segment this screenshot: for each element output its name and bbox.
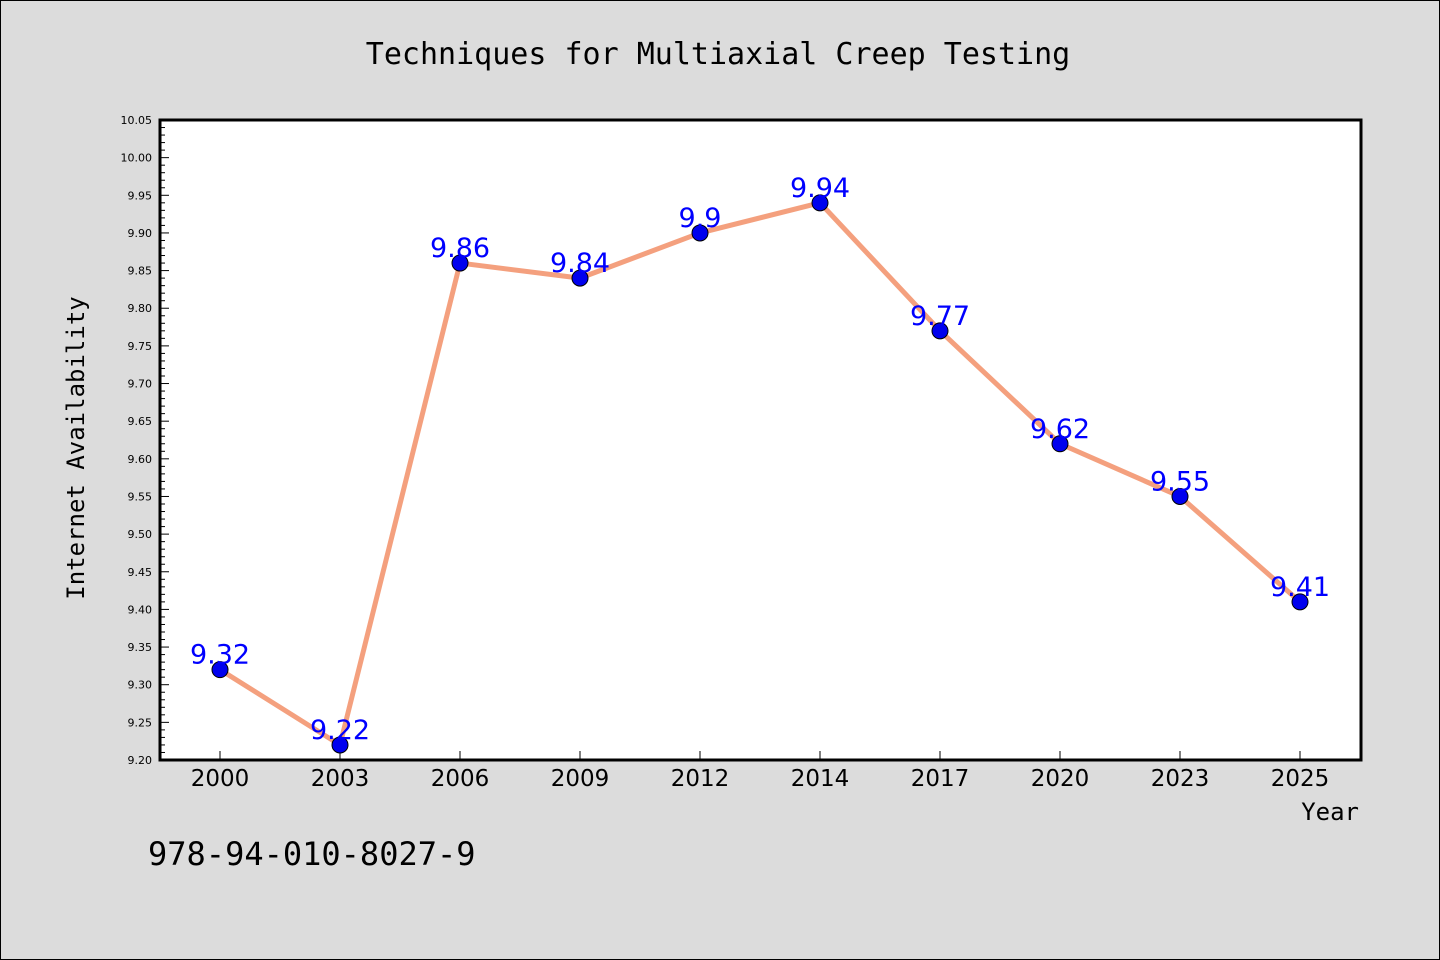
y-tick-label: 10.00 xyxy=(121,152,153,165)
y-tick-label: 9.35 xyxy=(128,641,153,654)
data-point xyxy=(691,224,709,242)
x-tick-label: 2003 xyxy=(311,766,370,792)
data-point xyxy=(451,254,469,272)
x-tick-label: 2023 xyxy=(1151,766,1210,792)
y-tick-label: 9.30 xyxy=(128,679,153,692)
y-tick-label: 9.40 xyxy=(128,603,153,616)
plot-area xyxy=(160,120,1361,760)
data-label: 9.22 xyxy=(310,715,370,746)
x-tick-label: 2020 xyxy=(1031,766,1090,792)
x-tick-label: 2017 xyxy=(911,766,970,792)
y-axis-ticks: 9.20 9.25 9.30 9.35 9.40 9.45 9.50 9.55 9.60 9.65… xyxy=(121,114,169,767)
y-tick-label: 9.50 xyxy=(128,528,153,541)
y-tick-label: 9.80 xyxy=(128,302,153,315)
y-tick-label: 9.45 xyxy=(128,566,153,579)
x-tick-label: 2025 xyxy=(1271,766,1330,792)
data-label: 9.86 xyxy=(430,233,490,264)
data-point xyxy=(571,269,589,287)
data-label: 9.84 xyxy=(550,248,610,279)
y-tick-label: 9.95 xyxy=(128,189,153,202)
data-label: 9.94 xyxy=(790,173,850,204)
isbn-annotation: 978-94-010-8027-9 xyxy=(148,835,476,873)
series-markers xyxy=(211,194,1309,754)
data-label: 9.9 xyxy=(679,203,722,234)
x-tick-label: 2006 xyxy=(431,766,490,792)
data-point xyxy=(211,661,229,679)
data-point xyxy=(931,322,949,340)
data-point xyxy=(1291,593,1309,611)
y-tick-label: 9.55 xyxy=(128,490,153,503)
data-point xyxy=(1171,487,1189,505)
x-tick-label: 2009 xyxy=(551,766,610,792)
data-point xyxy=(331,736,349,754)
y-tick-label: 9.60 xyxy=(128,453,153,466)
y-tick-label: 10.05 xyxy=(121,114,153,127)
data-label: 9.77 xyxy=(910,301,970,332)
data-label: 9.41 xyxy=(1270,572,1330,603)
y-tick-label: 9.70 xyxy=(128,378,153,391)
x-tick-label: 2014 xyxy=(791,766,850,792)
series-line xyxy=(218,200,1302,748)
y-axis-label: Internet Availability xyxy=(62,296,90,599)
data-labels: 9.32 9.22 9.86 9.84 9.9 9.94 9.77 9.62 9.55 9.41 xyxy=(190,173,1330,746)
data-label: 9.62 xyxy=(1030,414,1090,445)
x-axis-ticks: 2000 2003 2006 2009 2012 2014 2017 2020 2023 2025 xyxy=(191,751,1330,792)
plot-border xyxy=(158,118,1363,762)
y-tick-label: 9.65 xyxy=(128,415,153,428)
y-tick-label: 9.90 xyxy=(128,227,153,240)
data-label: 9.32 xyxy=(190,640,250,671)
data-point xyxy=(1051,435,1069,453)
x-tick-label: 2012 xyxy=(671,766,730,792)
y-tick-label: 9.85 xyxy=(128,265,153,278)
y-tick-label: 9.75 xyxy=(128,340,153,353)
data-point xyxy=(811,194,829,212)
series-line-group xyxy=(218,200,1302,748)
data-label: 9.55 xyxy=(1150,466,1210,497)
y-tick-label: 9.25 xyxy=(128,716,153,729)
chart-title: Techniques for Multiaxial Creep Testing xyxy=(366,37,1070,72)
y-tick-label: 9.20 xyxy=(128,754,153,767)
x-tick-label: 2000 xyxy=(191,766,250,792)
x-axis-label: Year xyxy=(1301,798,1359,826)
